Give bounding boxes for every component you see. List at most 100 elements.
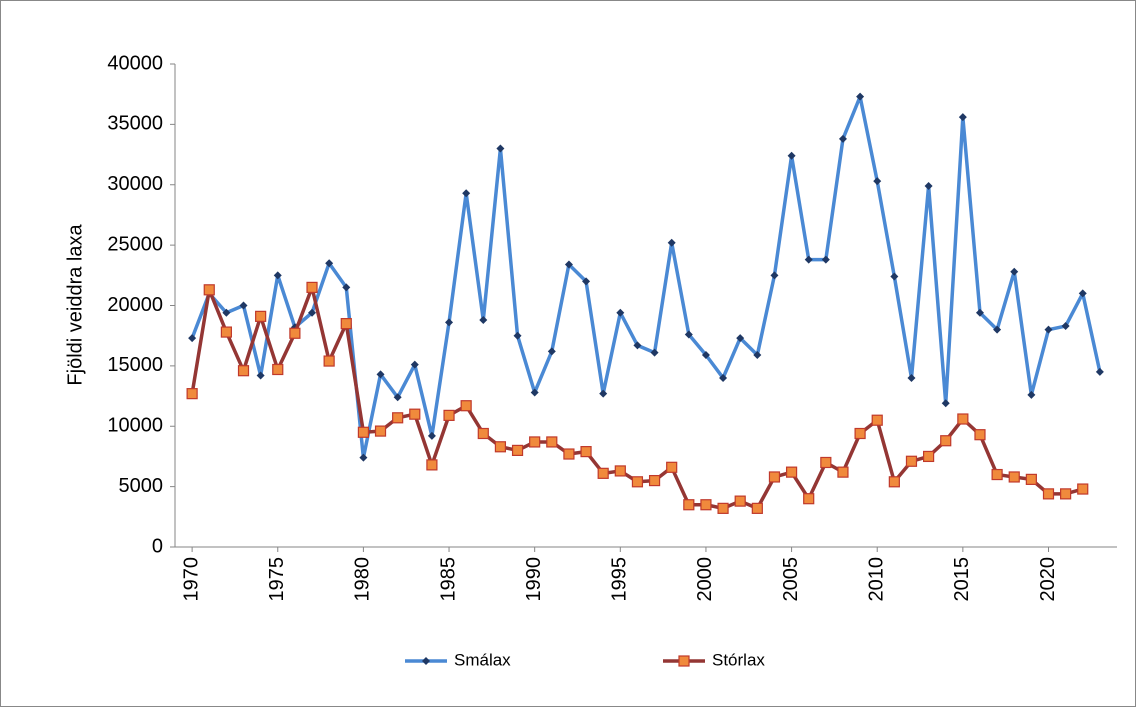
legend-label: Stórlax — [712, 650, 765, 669]
data-point — [496, 144, 505, 153]
data-point — [222, 308, 231, 317]
data-point — [445, 318, 454, 327]
data-point — [631, 476, 644, 488]
y-tick-label: 40000 — [107, 52, 163, 74]
legend-marker — [678, 655, 690, 667]
data-point — [1027, 390, 1036, 399]
data-point — [770, 271, 779, 280]
data-point — [854, 427, 866, 440]
data-point — [751, 502, 763, 514]
data-point — [958, 113, 967, 122]
data-point — [308, 308, 317, 317]
data-point — [564, 260, 573, 269]
data-point — [957, 413, 969, 425]
data-point — [837, 466, 849, 478]
data-point — [1042, 488, 1055, 500]
data-point — [580, 446, 592, 458]
data-point — [683, 499, 695, 511]
data-point — [597, 467, 609, 479]
data-point — [477, 427, 489, 440]
data-point — [719, 373, 728, 382]
data-point — [856, 92, 865, 101]
data-point — [462, 189, 471, 198]
data-point — [614, 465, 626, 477]
data-point — [599, 389, 608, 398]
data-point — [340, 318, 352, 330]
series-line — [190, 94, 1102, 460]
data-point — [255, 310, 267, 322]
data-point — [991, 468, 1003, 481]
y-tick-label: 5000 — [119, 475, 164, 497]
data-point — [186, 388, 198, 400]
x-tick-label: 2005 — [780, 557, 802, 602]
data-point — [700, 499, 712, 511]
data-point — [1008, 471, 1020, 483]
data-point — [494, 441, 507, 453]
data-point — [203, 284, 215, 296]
data-point — [427, 431, 436, 440]
data-point — [273, 271, 282, 280]
data-point — [513, 331, 522, 340]
data-point — [220, 326, 232, 338]
y-tick-label: 30000 — [107, 173, 163, 195]
data-point — [993, 325, 1002, 334]
data-point — [648, 474, 661, 487]
data-point — [188, 334, 197, 343]
data-point — [426, 459, 438, 471]
data-point — [1077, 483, 1089, 495]
data-point — [546, 436, 558, 448]
data-point — [905, 455, 918, 467]
data-point — [1044, 325, 1053, 334]
data-point — [376, 370, 385, 379]
data-point — [890, 272, 899, 281]
data-point — [684, 330, 693, 339]
data-point — [1095, 367, 1104, 376]
data-point — [922, 450, 935, 463]
data-point — [734, 495, 746, 507]
legend-marker — [422, 657, 430, 665]
data-point — [529, 436, 541, 448]
y-tick-label: 20000 — [107, 294, 163, 316]
data-point — [838, 134, 847, 143]
x-tick-label: 2010 — [865, 557, 887, 602]
x-tick-label: 1985 — [437, 557, 459, 602]
data-point — [717, 502, 729, 514]
x-tick-label: 1975 — [266, 557, 288, 602]
y-tick-label: 35000 — [107, 113, 163, 135]
data-point — [239, 301, 248, 310]
data-point — [530, 388, 539, 397]
data-point — [753, 351, 762, 360]
data-point — [924, 181, 933, 190]
data-point — [272, 363, 284, 376]
data-point — [650, 348, 659, 357]
x-tick-label: 1980 — [352, 557, 374, 602]
x-tick-label: 1970 — [180, 557, 202, 602]
data-point — [289, 327, 301, 339]
data-point — [736, 334, 745, 343]
data-point — [871, 414, 883, 426]
y-tick-label: 0 — [152, 535, 163, 557]
data-point — [325, 259, 334, 268]
data-point — [409, 408, 421, 420]
data-point — [410, 360, 419, 369]
data-point — [888, 476, 900, 488]
data-point — [821, 255, 830, 264]
data-point — [479, 315, 488, 324]
data-point — [667, 238, 676, 247]
data-point — [873, 177, 882, 186]
data-point — [342, 283, 351, 292]
data-point — [443, 409, 455, 421]
x-tick-label: 2020 — [1037, 557, 1059, 602]
data-point — [907, 373, 916, 382]
data-point — [1010, 267, 1019, 276]
data-point — [1078, 289, 1087, 298]
y-axis-label: Fjöldi veiddra laxa — [64, 224, 86, 386]
data-point — [768, 471, 781, 483]
x-tick-label: 1990 — [523, 557, 545, 602]
x-tick-label: 1995 — [609, 557, 631, 602]
data-point — [323, 355, 335, 367]
data-point — [666, 461, 678, 473]
